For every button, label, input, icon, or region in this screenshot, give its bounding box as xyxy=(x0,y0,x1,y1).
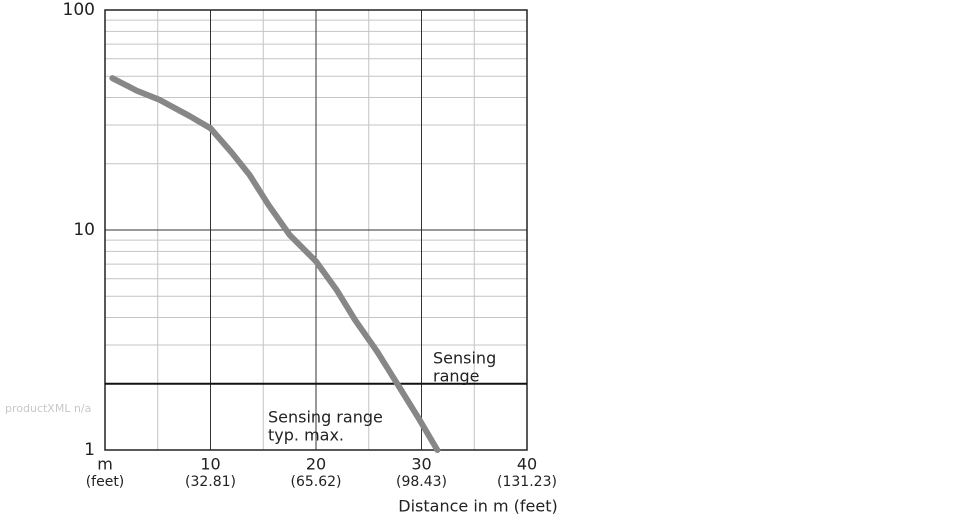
y-tick-label: 1 xyxy=(84,440,95,460)
x-tick-sublabel: (32.81) xyxy=(185,474,236,490)
annotation: Sensing range xyxy=(268,408,383,427)
plot-frame xyxy=(104,9,528,451)
curve xyxy=(109,75,441,453)
x-tick-sublabel: (98.43) xyxy=(396,474,447,490)
x-tick-label: m xyxy=(97,455,113,474)
watermark: productXML n/a xyxy=(5,402,91,415)
x-tick-label: 10 xyxy=(200,455,220,474)
y-tick-label: 10 xyxy=(73,220,95,240)
annotation: Sensing xyxy=(433,349,496,368)
x-tick-sublabel: (131.23) xyxy=(497,474,557,490)
x-tick-sublabel: (feet) xyxy=(86,474,125,490)
annotation: range xyxy=(433,367,480,386)
x-axis-label: Distance in m (feet) xyxy=(398,497,557,516)
x-tick-label: 40 xyxy=(517,455,537,474)
x-tick-sublabel: (65.62) xyxy=(290,474,341,490)
x-tick-label: 30 xyxy=(411,455,431,474)
annotation: typ. max. xyxy=(268,426,344,445)
y-tick-label: 100 xyxy=(63,0,95,20)
x-tick-label: 20 xyxy=(306,455,326,474)
